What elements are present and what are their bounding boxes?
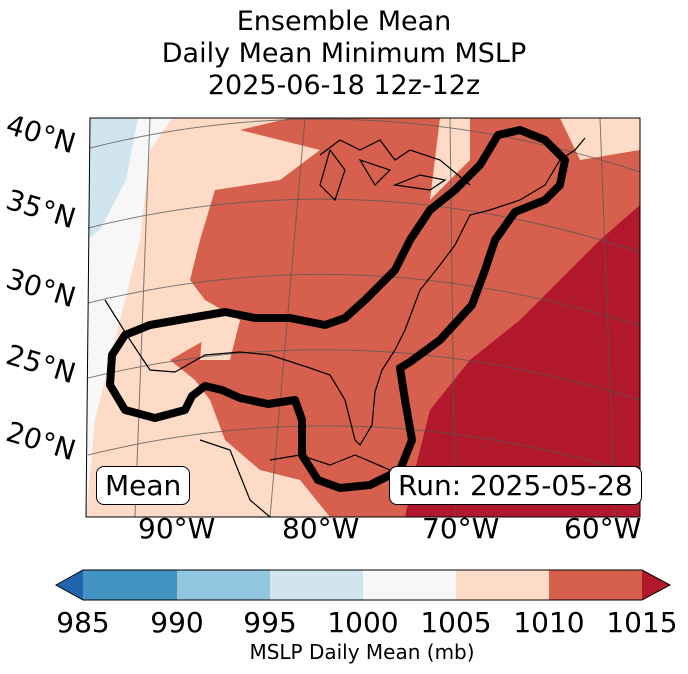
lon-line-70 — [449, 117, 456, 518]
field-995-1000 — [86, 118, 138, 240]
colorbar-tick-995: 995 — [243, 606, 297, 639]
lat-line-40 — [89, 118, 641, 173]
lon-label-60: 60°W — [564, 512, 642, 545]
title-line-3: 2025-06-18 12z-12z — [207, 70, 481, 101]
colorbar-tick-1000: 1000 — [327, 606, 399, 639]
colorbar-tick-1005: 1005 — [420, 606, 492, 639]
colorbar-segment-2 — [270, 570, 363, 600]
lon-label-80: 80°W — [282, 512, 360, 545]
field-1000-1005 — [86, 118, 172, 517]
lon-line-90 — [134, 117, 151, 518]
colorbar-segment-5 — [549, 570, 642, 600]
field-above-1015 — [405, 205, 640, 517]
yucatan — [199, 439, 271, 517]
colorbar-segment-4 — [456, 570, 549, 600]
colorbar-tick-1015: 1015 — [606, 606, 678, 639]
lat-line-35 — [87, 198, 641, 253]
lake-huron — [358, 158, 392, 186]
pressure-contour — [106, 126, 569, 492]
graticule — [87, 117, 641, 518]
lon-label-70: 70°W — [422, 512, 500, 545]
lake-erie — [392, 174, 447, 191]
colorbar-outline — [54, 569, 672, 601]
colorbar-segment-3 — [363, 570, 456, 600]
mean-label-box: Mean — [96, 466, 191, 505]
great-lakes-south — [319, 139, 471, 186]
lat-line-30 — [87, 273, 641, 327]
colorbar-segment-0 — [83, 570, 177, 600]
colorbar-over-arrow — [642, 570, 670, 600]
run-date-box: Run: 2025-05-28 — [389, 466, 642, 505]
colorbar-tick-985: 985 — [56, 606, 110, 639]
colorbar — [54, 569, 672, 601]
colorbar-segment-1 — [177, 570, 270, 600]
east-coast — [104, 137, 586, 446]
title-line-2: Daily Mean Minimum MSLP — [161, 38, 527, 69]
lat-line-20 — [87, 425, 641, 476]
colorbar-label: MSLP Daily Mean (mb) — [249, 640, 475, 664]
lake-michigan — [319, 148, 346, 202]
colorbar-under-arrow — [56, 570, 83, 600]
map-frame — [85, 117, 641, 518]
colorbar-tick-990: 990 — [150, 606, 204, 639]
lon-label-90: 90°W — [138, 512, 216, 545]
lat-line-25 — [87, 349, 641, 401]
title-line-1: Ensemble Mean — [236, 6, 452, 37]
colorbar-tick-1010: 1010 — [513, 606, 585, 639]
lon-line-60 — [599, 117, 616, 518]
